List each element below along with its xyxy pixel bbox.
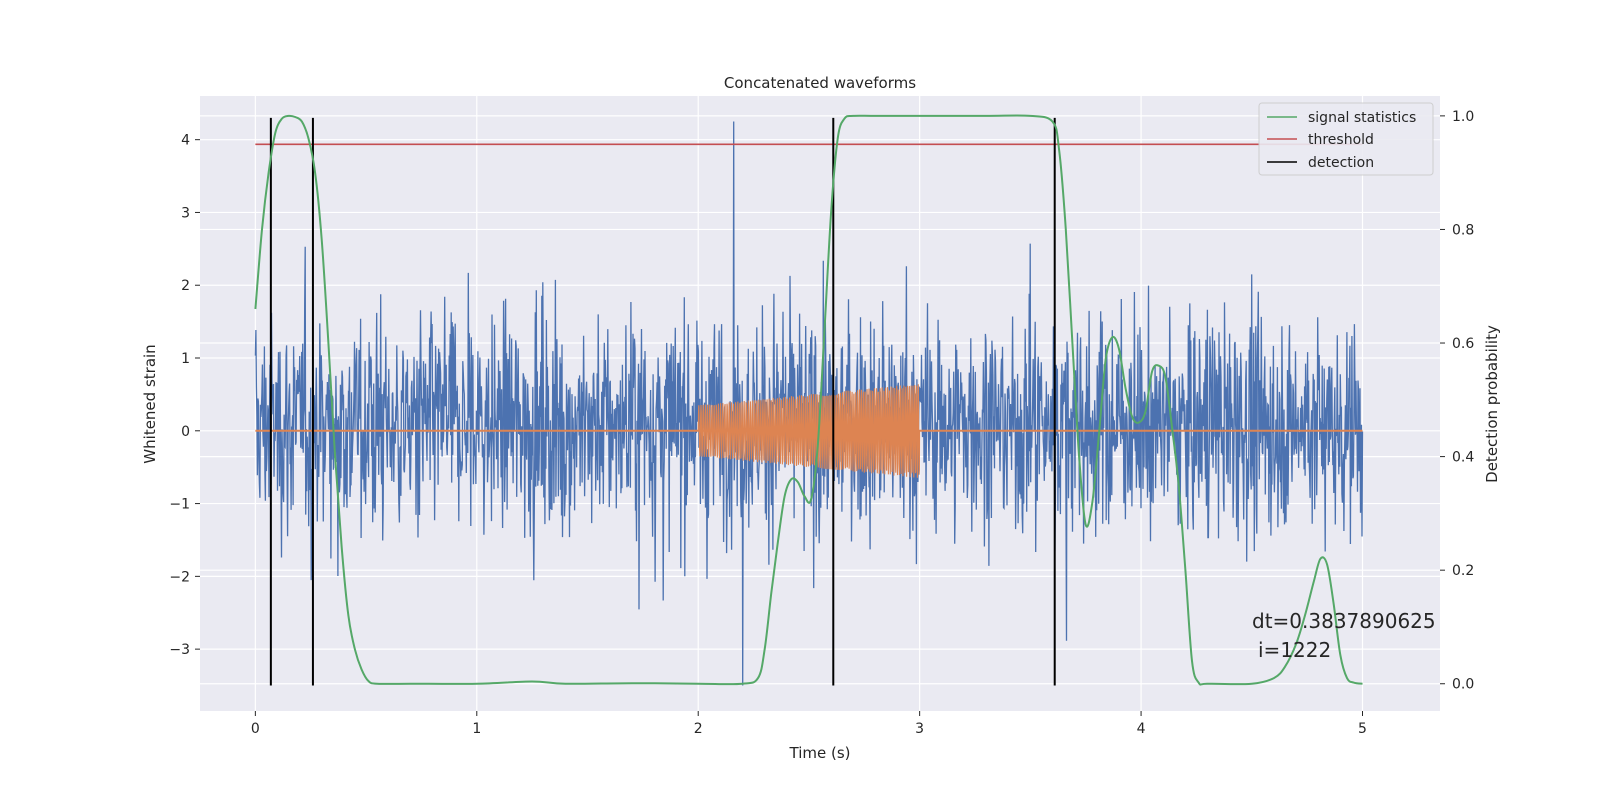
- y-tick-label: −1: [169, 497, 190, 513]
- x-tick-label: 5: [1358, 721, 1367, 737]
- x-tick-label: 1: [472, 721, 481, 737]
- y-tick-label: 0: [181, 424, 190, 440]
- legend-box: [1258, 102, 1434, 176]
- annotation-index: i=1222: [1258, 638, 1331, 662]
- y-tick-label: 3: [181, 205, 190, 221]
- annotation-dt: dt=0.3837890625: [1252, 609, 1436, 633]
- x-tick-label: 3: [915, 721, 924, 737]
- y2-axis-label: Detection probability: [1483, 325, 1501, 483]
- legend-label-signal-statistics: signal statistics: [1308, 110, 1416, 126]
- y2-tick-label: 0.2: [1452, 563, 1474, 579]
- y-tick-label: 4: [181, 133, 190, 149]
- annotation: dt=0.3837890625 i=1222: [1252, 609, 1436, 662]
- x-tick-label: 4: [1137, 721, 1146, 737]
- signal-statistics-curve: [254, 114, 1363, 686]
- data-layer: [254, 114, 1364, 686]
- y-tick-label: 1: [181, 351, 190, 367]
- y-tick-label: −2: [169, 569, 190, 585]
- y2-tick-label: 1.0: [1452, 109, 1474, 125]
- injected-chirp: [697, 384, 921, 478]
- chart-title: Concatenated waveforms: [724, 74, 916, 92]
- x-axis-label: Time (s): [789, 744, 851, 762]
- y-tick-label: −3: [169, 642, 190, 658]
- y2-tick-label: 0.8: [1452, 222, 1474, 238]
- legend-label-threshold: threshold: [1308, 132, 1374, 148]
- axes: 0 1 2 3 4 5 −3 −2 −1 0 1 2 3 4 0.0 0.2 0.4 0.6 0.8 1.0: [169, 109, 1474, 737]
- legend: signal statistics threshold detection: [1258, 102, 1434, 176]
- y2-tick-label: 0.4: [1452, 450, 1474, 466]
- y-tick-label: 2: [181, 278, 190, 294]
- x-tick-label: 0: [251, 721, 260, 737]
- x-tick-label: 2: [694, 721, 703, 737]
- y-axis-label: Whitened strain: [141, 344, 159, 463]
- y2-tick-label: 0.6: [1452, 336, 1474, 352]
- y2-tick-label: 0.0: [1452, 677, 1474, 693]
- legend-label-detection: detection: [1308, 155, 1374, 171]
